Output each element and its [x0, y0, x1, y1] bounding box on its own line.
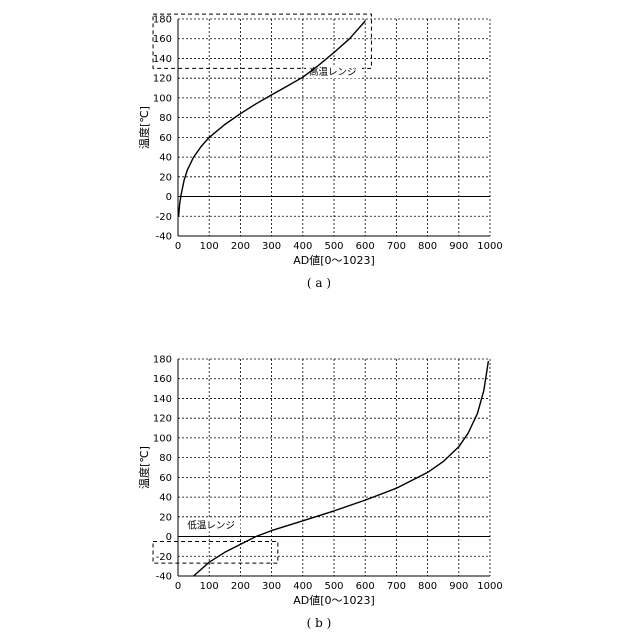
y-tick-label: -40	[156, 572, 172, 583]
x-tick-label: 900	[449, 581, 468, 592]
x-tick-label: 900	[449, 241, 468, 252]
x-tick-label: 100	[200, 581, 219, 592]
y-tick-label: -40	[156, 232, 172, 243]
series-line	[194, 361, 489, 576]
x-tick-label: 600	[356, 581, 375, 592]
x-tick-label: 1000	[477, 581, 502, 592]
y-tick-label: 60	[159, 473, 172, 484]
figure-caption: ( a )	[307, 276, 331, 290]
y-tick-label: 120	[153, 74, 172, 85]
x-tick-label: 400	[293, 241, 312, 252]
y-tick-label: 160	[153, 34, 172, 45]
y-tick-label: 20	[159, 512, 172, 523]
x-tick-label: 600	[356, 241, 375, 252]
x-axis-title: AD値[0〜1023]	[293, 254, 375, 267]
y-tick-label: 80	[159, 453, 172, 464]
x-tick-label: 1000	[477, 241, 502, 252]
y-tick-label: 100	[153, 93, 172, 104]
y-tick-label: 40	[159, 493, 172, 504]
y-tick-label: 180	[153, 355, 172, 366]
x-tick-label: 300	[262, 241, 281, 252]
x-axis-title: AD値[0〜1023]	[293, 594, 375, 607]
y-tick-label: -20	[156, 552, 172, 563]
x-tick-label: 500	[324, 581, 343, 592]
chart-panel-b: 01002003004005006007008009001000-40-2002…	[137, 355, 503, 631]
figure-caption: ( b )	[307, 616, 332, 630]
x-tick-label: 800	[418, 241, 437, 252]
x-tick-label: 200	[231, 241, 250, 252]
y-tick-label: 140	[153, 394, 172, 405]
y-tick-label: 100	[153, 433, 172, 444]
y-tick-label: 180	[153, 15, 172, 26]
y-axis-title: 温度[℃]	[137, 106, 151, 149]
x-tick-label: 400	[293, 581, 312, 592]
x-tick-label: 500	[324, 241, 343, 252]
annotation-label: 低温レンジ	[187, 520, 235, 532]
range-highlight-box	[153, 14, 371, 68]
y-axis-title: 温度[℃]	[137, 446, 151, 489]
x-tick-label: 700	[387, 241, 406, 252]
chart-panel-a: 0 100 200 300 400 500 600 700 800 900 1000 -40 -20 0 2…	[137, 14, 503, 290]
y-tick-label: 0	[166, 192, 172, 203]
y-tick-label: 60	[159, 133, 172, 144]
x-tick-label: 0	[175, 581, 181, 592]
y-tick-label: 160	[153, 374, 172, 385]
y-tick-label: 80	[159, 113, 172, 124]
x-tick-label: 100	[200, 241, 219, 252]
x-tick-label: 200	[231, 581, 250, 592]
y-tick-label: 20	[159, 172, 172, 183]
annotation-label: 高温レンジ	[309, 66, 357, 78]
x-tick-label: 0	[175, 241, 181, 252]
y-tick-label: 140	[153, 54, 172, 65]
x-tick-label: 700	[387, 581, 406, 592]
x-tick-label: 800	[418, 581, 437, 592]
y-tick-label: 40	[159, 153, 172, 164]
x-tick-label: 300	[262, 581, 281, 592]
y-tick-label: -20	[156, 212, 172, 223]
y-tick-label: 120	[153, 414, 172, 425]
